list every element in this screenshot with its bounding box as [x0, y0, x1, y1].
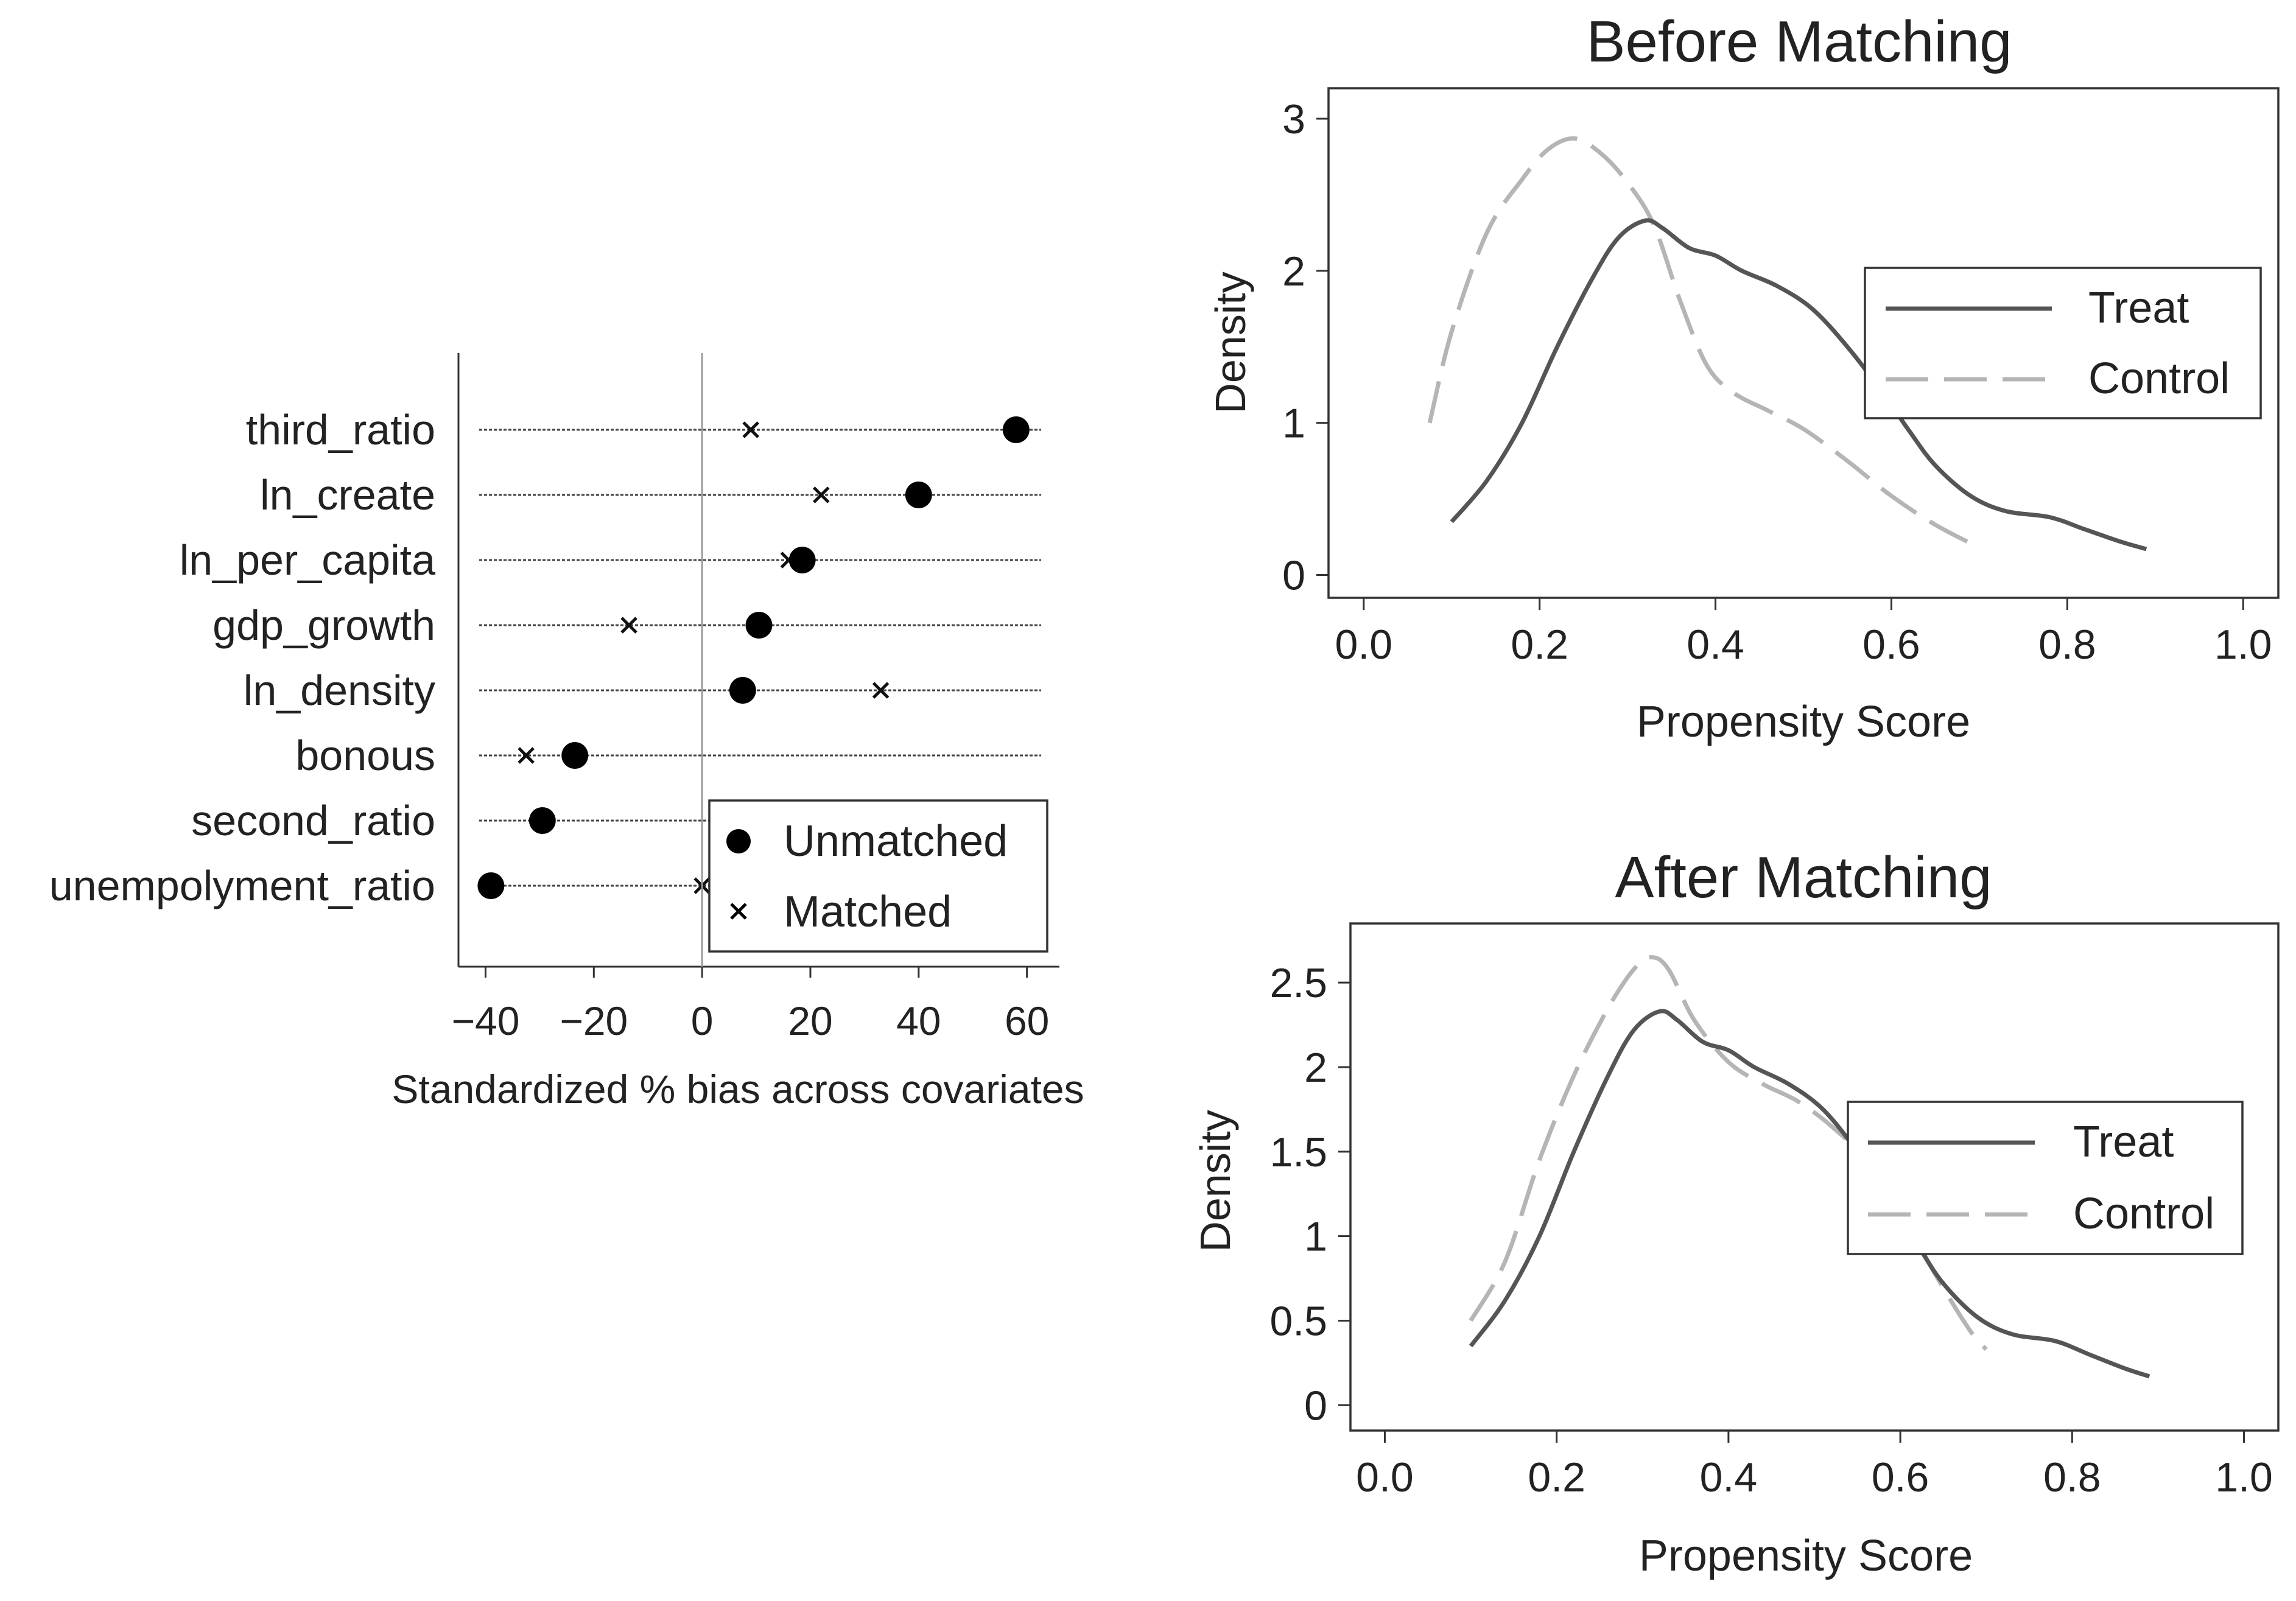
y-tick-label: 0.5	[1269, 1298, 1327, 1345]
x-tick-label: 40	[896, 998, 941, 1043]
legend-label-treat: Treat	[2073, 1118, 2174, 1166]
x-axis-label: Standardized % bias across covariates	[391, 1067, 1084, 1112]
x-tick-label: 1.0	[2214, 622, 2272, 668]
x-tick-label: 0.4	[1687, 622, 1744, 668]
plot-frame	[1327, 87, 2280, 599]
y-tick-label: 1.5	[1269, 1129, 1327, 1175]
plot-frame	[1349, 922, 2280, 1432]
x-tick-label: 0.2	[1528, 1454, 1585, 1501]
y-tick-label: 2.5	[1269, 960, 1327, 1006]
covariate-label: gdp_growth	[212, 601, 435, 649]
y-tick-label: 2	[1304, 1045, 1327, 1091]
covariate-label: second_ratio	[191, 797, 435, 844]
covariate-balance-plot: third_ratio ln_create ln_per_capita gdp_gro…	[49, 353, 1084, 1112]
x-tick-label: 0.0	[1335, 622, 1393, 668]
y-tick-label: 1	[1282, 401, 1305, 447]
control-density-line	[1427, 136, 1981, 550]
unmatched-marker	[561, 742, 589, 769]
x-tick-label: 0	[691, 998, 714, 1043]
covariate-label: ln_create	[260, 471, 435, 519]
y-axis-label: Density	[1207, 272, 1254, 413]
unmatched-marker	[905, 482, 932, 508]
x-tick-label: 1.0	[2215, 1454, 2273, 1501]
matched-marker	[620, 617, 637, 634]
matched-marker	[872, 682, 890, 699]
legend-box	[708, 799, 1048, 953]
unmatched-marker	[788, 547, 816, 573]
y-tick-label: 3	[1282, 96, 1305, 142]
covariate-label: ln_density	[244, 667, 435, 714]
legend-label-control: Control	[2088, 354, 2230, 403]
covariate-label: bonous	[295, 732, 435, 779]
x-axis-label: Propensity Score	[1639, 1532, 1973, 1580]
x-axis-ticks: 0.0 0.2 0.4 0.6 0.8 1.0	[1335, 598, 2272, 668]
unmatched-marker	[729, 677, 756, 704]
covariate-rows: third_ratio ln_create ln_per_capita gdp_gro…	[49, 406, 1041, 909]
legend: Unmatched Matched	[708, 799, 1048, 953]
legend: Treat Control	[1864, 267, 2262, 419]
legend-box	[1864, 267, 2262, 419]
y-axis-ticks: 0 0.5 1 1.5 2 2.5	[1269, 960, 1350, 1429]
chart-title: After Matching	[1615, 845, 1992, 910]
x-tick-label: 60	[1005, 998, 1049, 1043]
legend-box	[1847, 1101, 2244, 1255]
covariate-label: unempolyment_ratio	[49, 862, 435, 909]
legend-label-matched: Matched	[784, 888, 952, 936]
legend: Treat Control	[1847, 1101, 2244, 1255]
legend-label-control: Control	[2073, 1189, 2214, 1238]
y-tick-label: 1	[1304, 1214, 1327, 1260]
legend-marker-matched	[730, 903, 747, 920]
after-matching-plot: After Matching 0 0.5 1 1.5 2 2.5 0.0 0.2 0.4 0.6…	[1192, 845, 2280, 1580]
x-tick-label: 0.0	[1356, 1454, 1414, 1501]
unmatched-marker	[1002, 416, 1030, 443]
x-tick-label: 0.4	[1700, 1454, 1758, 1501]
y-tick-label: 2	[1282, 248, 1305, 295]
x-tick-label: 20	[788, 998, 832, 1043]
matched-marker	[812, 486, 830, 503]
unmatched-marker	[745, 612, 773, 639]
x-axis-ticks: −40 −20 0 20 40 60	[451, 967, 1049, 1043]
legend-marker-unmatched	[726, 829, 751, 853]
x-tick-label: 0.8	[2043, 1454, 2101, 1501]
covariate-label: third_ratio	[246, 406, 435, 454]
x-tick-label: 0.8	[2038, 622, 2096, 668]
density-lines	[1427, 136, 2147, 552]
matched-marker	[742, 421, 759, 438]
covariate-label: ln_per_capita	[180, 536, 435, 584]
y-tick-label: 0	[1304, 1382, 1327, 1429]
x-tick-label: 0.2	[1511, 622, 1568, 668]
legend-label-unmatched: Unmatched	[784, 817, 1008, 866]
x-tick-label: 0.6	[1872, 1454, 1929, 1501]
legend-label-treat: Treat	[2088, 284, 2189, 332]
chart-title: Before Matching	[1586, 9, 2012, 74]
unmatched-marker	[477, 872, 505, 899]
y-axis-label: Density	[1192, 1110, 1239, 1252]
x-tick-label: 0.6	[1862, 622, 1920, 668]
matched-marker	[518, 747, 535, 764]
x-axis-ticks: 0.0 0.2 0.4 0.6 0.8 1.0	[1356, 1431, 2273, 1501]
treat-density-line	[1469, 1009, 2150, 1379]
x-axis-label: Propensity Score	[1637, 698, 1970, 746]
treat-density-line	[1450, 218, 2147, 552]
y-axis-ticks: 0 1 2 3	[1282, 96, 1329, 599]
y-tick-label: 0	[1282, 553, 1305, 599]
x-tick-label: −20	[560, 998, 628, 1043]
unmatched-marker	[528, 807, 556, 834]
x-tick-label: −40	[451, 998, 519, 1043]
